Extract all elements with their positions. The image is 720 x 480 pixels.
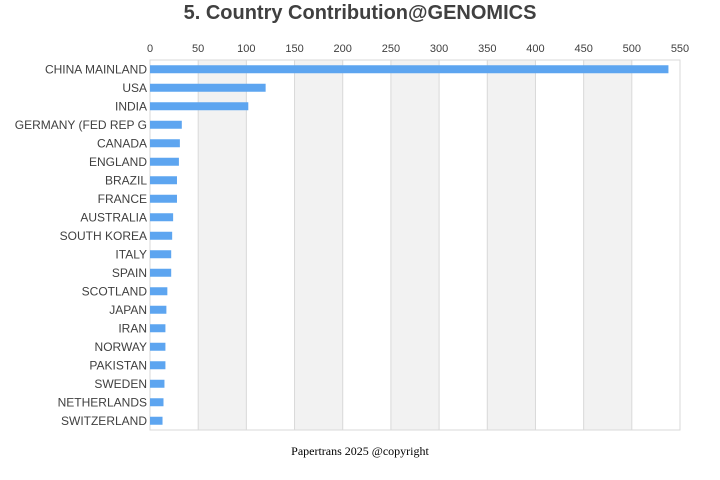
bar	[150, 379, 165, 388]
plot-area-frame	[149, 59, 681, 431]
category-label: ENGLAND	[89, 155, 147, 169]
bar	[150, 139, 180, 148]
x-tick-label: 350	[478, 43, 496, 55]
category-label: PAKISTAN	[89, 358, 147, 372]
bar	[150, 287, 168, 296]
bar	[150, 250, 172, 259]
bar	[150, 342, 166, 351]
category-label: SWEDEN	[94, 377, 147, 391]
bar	[150, 231, 173, 240]
bar	[150, 83, 266, 92]
category-label: CHINA MAINLAND	[45, 62, 147, 76]
category-label: CANADA	[97, 136, 147, 150]
category-label: BRAZIL	[105, 173, 147, 187]
category-label: IRAN	[118, 321, 147, 335]
background-band	[294, 60, 343, 430]
x-tick-label: 550	[671, 43, 689, 55]
bar	[150, 361, 166, 370]
bar	[150, 416, 163, 425]
bar	[150, 176, 177, 185]
category-label: SCOTLAND	[82, 284, 148, 298]
chart-title: 5. Country Contribution@GENOMICS	[183, 2, 537, 24]
bar	[150, 324, 166, 333]
copyright-footer: Papertrans 2025 @copyright	[291, 444, 429, 458]
bar	[150, 398, 164, 407]
x-tick-label: 150	[285, 43, 303, 55]
bar	[150, 65, 669, 74]
category-label: SPAIN	[112, 266, 147, 280]
category-label: JAPAN	[109, 303, 147, 317]
x-tick-label: 100	[237, 43, 255, 55]
background-band	[390, 60, 440, 430]
category-label: SOUTH KOREA	[60, 229, 147, 243]
bar	[150, 305, 167, 314]
x-tick-label: 300	[430, 43, 448, 55]
x-axis-ticks: 0 50 100 150 200 250 300 350 400 450 500 550	[147, 43, 689, 55]
bars	[150, 65, 669, 425]
category-label: GERMANY (FED REP G	[15, 118, 147, 132]
category-label: NETHERLANDS	[58, 395, 147, 409]
background-bands	[198, 60, 632, 430]
x-tick-label: 0	[147, 43, 153, 55]
category-label: SWITZERLAND	[61, 414, 147, 428]
background-band	[198, 60, 247, 430]
category-labels: CHINA MAINLAND USA INDIA GERMANY (FED REP G…	[15, 62, 148, 428]
x-tick-label: 250	[382, 43, 400, 55]
bar	[150, 268, 172, 277]
bar	[150, 157, 179, 166]
background-band	[487, 60, 536, 430]
bar	[150, 102, 249, 111]
x-tick-label: 200	[334, 43, 352, 55]
category-label: NORWAY	[95, 340, 147, 354]
category-label: AUSTRALIA	[80, 210, 147, 224]
category-label: INDIA	[115, 99, 147, 113]
bar	[150, 194, 177, 203]
x-tick-label: 50	[192, 43, 204, 55]
category-label: ITALY	[115, 247, 147, 261]
bar	[150, 120, 182, 129]
x-tick-label: 500	[623, 43, 641, 55]
x-tick-label: 400	[526, 43, 544, 55]
background-band	[583, 60, 632, 430]
category-label: FRANCE	[98, 192, 147, 206]
category-label: USA	[122, 81, 147, 95]
bar	[150, 213, 174, 222]
x-tick-label: 450	[574, 43, 592, 55]
